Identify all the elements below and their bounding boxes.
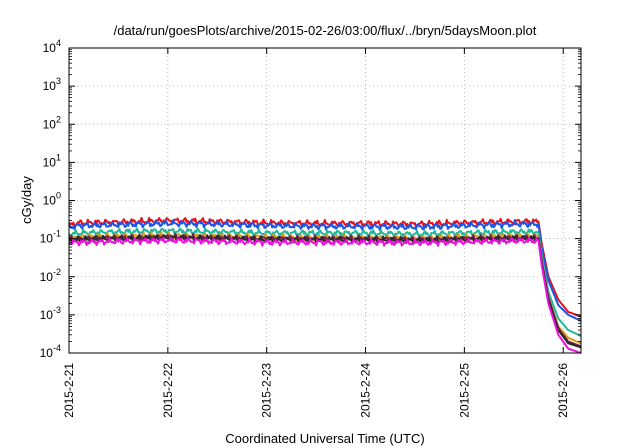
y-tick-label: 100 bbox=[43, 191, 61, 208]
series-line-5 bbox=[68, 232, 582, 348]
series-line-2 bbox=[68, 219, 582, 322]
x-tick-label: 2015-2-25 bbox=[457, 363, 471, 418]
series-line-1 bbox=[68, 216, 582, 318]
series-line-6 bbox=[68, 234, 582, 349]
x-tick-label: 2015-2-23 bbox=[260, 363, 274, 418]
y-axis-label: cGy/day bbox=[19, 176, 34, 224]
y-tick-label: 103 bbox=[43, 76, 61, 93]
x-tick-label: 2015-2-24 bbox=[359, 363, 373, 418]
series-layer bbox=[68, 216, 582, 354]
x-axis-label: Coordinated Universal Time (UTC) bbox=[225, 431, 424, 446]
series-line-4 bbox=[68, 231, 582, 345]
y-tick-label: 10-1 bbox=[40, 229, 61, 246]
y-tick-label: 104 bbox=[43, 38, 61, 55]
x-tick-label: 2015-2-21 bbox=[62, 363, 76, 418]
y-tick-label: 102 bbox=[43, 114, 61, 131]
x-tick-label: 2015-2-22 bbox=[161, 363, 175, 418]
y-axis: 10-4 10-3 10-2 10-1 100 101 102 103 104 bbox=[40, 38, 581, 360]
series-line-7 bbox=[68, 236, 582, 354]
y-tick-label: 10-3 bbox=[40, 305, 61, 322]
chart-title: /data/run/goesPlots/archive/2015-02-26/0… bbox=[114, 23, 537, 38]
grid bbox=[69, 47, 581, 354]
series-line-3 bbox=[68, 227, 582, 337]
x-axis: 2015-2-21 2015-2-22 2015-2-23 2015-2-24 2015… bbox=[62, 48, 570, 418]
y-tick-label: 101 bbox=[43, 152, 61, 169]
y-tick-label: 10-2 bbox=[40, 267, 61, 284]
x-tick-label: 2015-2-26 bbox=[556, 363, 570, 418]
y-tick-label: 10-4 bbox=[40, 343, 61, 360]
